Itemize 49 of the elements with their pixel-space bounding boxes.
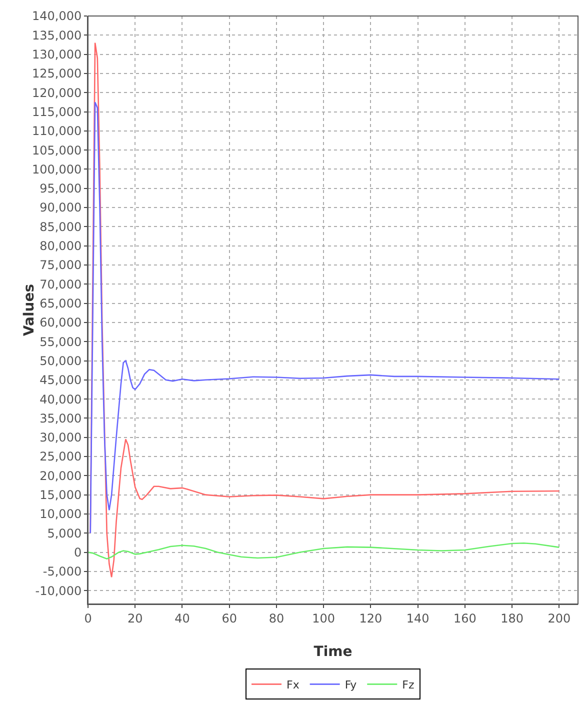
x-tick-label: 160 [453, 611, 476, 626]
y-tick-label: 85,000 [40, 220, 82, 234]
y-tick-label: 70,000 [40, 277, 82, 292]
line-series [88, 542, 560, 560]
legend-label: Fx [286, 678, 300, 692]
y-tick-label: 125,000 [32, 66, 82, 81]
y-tick-label: 55,000 [40, 334, 82, 349]
y-tick-label: 130,000 [32, 48, 82, 62]
y-tick-label: 40,000 [40, 392, 82, 406]
x-tick-label: 80 [268, 611, 284, 626]
legend-label: Fz [402, 678, 414, 692]
y-axis-title: Values [22, 284, 38, 336]
y-tick-label: -10,000 [35, 584, 82, 598]
y-tick-label: 80,000 [40, 239, 82, 254]
y-tick-label: 90,000 [40, 200, 82, 215]
line-series [90, 102, 560, 534]
x-tick-label: 180 [500, 611, 524, 626]
y-tick-label: 35,000 [40, 411, 82, 426]
y-tick-label: 115,000 [32, 104, 82, 119]
y-tick-label: 105,000 [32, 143, 82, 158]
y-tick-label: -5,000 [42, 564, 82, 579]
x-tick-label: 140 [406, 611, 430, 626]
x-axis-title: Time [314, 644, 352, 660]
x-tick-label: 100 [312, 611, 336, 626]
y-tick-label: 75,000 [40, 258, 82, 272]
x-tick-label: 40 [174, 611, 190, 626]
y-tick-label: 100,000 [32, 162, 82, 176]
x-tick-label: 200 [548, 611, 571, 626]
y-tick-label: 45,000 [40, 373, 82, 388]
y-tick-label: 135,000 [32, 28, 82, 42]
x-tick-label: 120 [359, 611, 382, 626]
y-tick-label: 30,000 [40, 430, 82, 445]
y-tick-label: 25,000 [40, 450, 82, 464]
legend-label: Fy [344, 678, 358, 692]
y-tick-label: 110,000 [32, 124, 82, 138]
y-tick-label: 50,000 [40, 354, 82, 368]
y-tick-label: 0 [74, 545, 82, 560]
y-tick-label: 20,000 [40, 468, 82, 483]
x-tick-label: 60 [222, 611, 237, 626]
y-tick-label: 95,000 [40, 182, 82, 196]
y-tick-label: 140,000 [32, 9, 82, 24]
y-tick-label: 5,000 [47, 526, 82, 540]
y-tick-label: 15,000 [40, 488, 82, 502]
y-tick-label: 120,000 [32, 86, 82, 100]
y-tick-label: 10,000 [40, 507, 82, 522]
y-tick-label: 60,000 [40, 316, 82, 330]
y-tick-label: 65,000 [40, 296, 82, 310]
x-tick-label: 0 [84, 611, 92, 626]
x-tick-label: 20 [127, 611, 143, 626]
